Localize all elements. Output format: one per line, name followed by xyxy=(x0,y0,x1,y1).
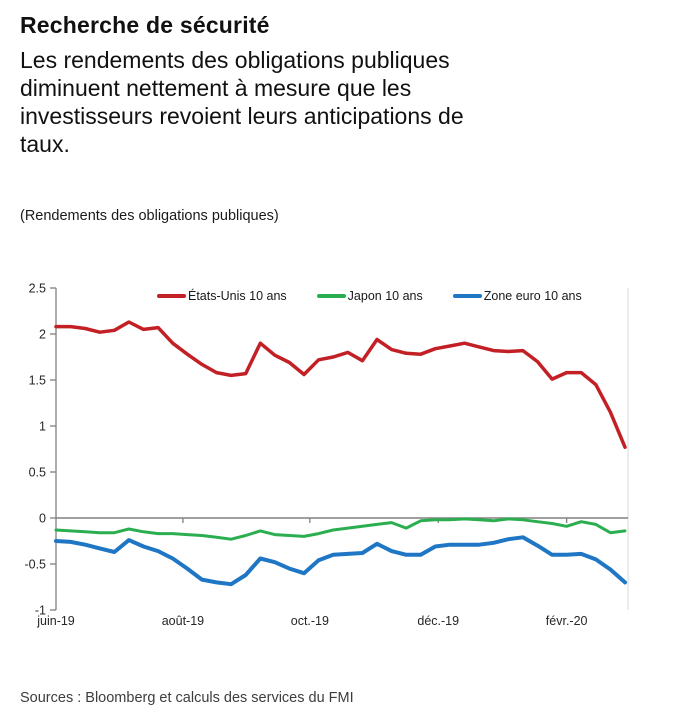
chart-legend: États-Unis 10 ans Japon 10 ans Zone euro 1… xyxy=(157,289,582,303)
series-line xyxy=(54,517,627,541)
subtitle-line-3: investisseurs revoient leurs anticipatio… xyxy=(20,103,464,129)
x-axis-tick-label: oct.-19 xyxy=(291,614,329,628)
subtitle-line-4: taux. xyxy=(20,131,70,157)
x-axis-tick-label: déc.-19 xyxy=(417,614,459,628)
legend-label: Japon 10 ans xyxy=(347,289,423,303)
x-axis-tick-label: juin-19 xyxy=(36,614,75,628)
chart-caption: (Rendements des obligations publiques) xyxy=(20,208,279,224)
legend-item: États-Unis 10 ans xyxy=(157,289,287,303)
legend-item: Japon 10 ans xyxy=(316,289,423,303)
legend-swatch xyxy=(452,294,482,298)
y-axis-tick-label: -0.5 xyxy=(24,558,46,572)
y-axis-tick-label: -1 xyxy=(35,604,46,618)
y-axis-tick-label: 2.5 xyxy=(29,282,46,296)
legend-swatch xyxy=(316,294,346,298)
y-axis-tick-label: 1 xyxy=(39,420,46,434)
legend-label: États-Unis 10 ans xyxy=(188,289,287,303)
y-axis-tick-label: 1.5 xyxy=(29,374,46,388)
series-line xyxy=(54,535,627,587)
legend-swatch xyxy=(157,294,186,298)
line-chart: 2.5 2 1.5 1 0.5 0 -0.5 -1 juin-19 août-19 oct.-19 d… xyxy=(0,278,699,650)
x-axis-tick-label: févr.-20 xyxy=(546,614,588,628)
page-subtitle: Les rendements des obligations publiques… xyxy=(20,46,660,158)
subtitle-line-2: diminuent nettement à mesure que les xyxy=(20,75,412,101)
series-line xyxy=(54,320,627,449)
y-axis-tick-label: 0.5 xyxy=(29,466,46,480)
page-title: Recherche de sécurité xyxy=(20,12,270,38)
x-axis-tick-label: août-19 xyxy=(162,614,204,628)
legend-item: Zone euro 10 ans xyxy=(452,289,582,303)
subtitle-line-1: Les rendements des obligations publiques xyxy=(20,47,450,73)
y-axis-tick-label: 0 xyxy=(39,512,46,526)
source-note: Sources : Bloomberg et calculs des servi… xyxy=(20,690,354,706)
legend-label: Zone euro 10 ans xyxy=(483,289,582,303)
y-axis-tick-label: 2 xyxy=(39,328,46,342)
